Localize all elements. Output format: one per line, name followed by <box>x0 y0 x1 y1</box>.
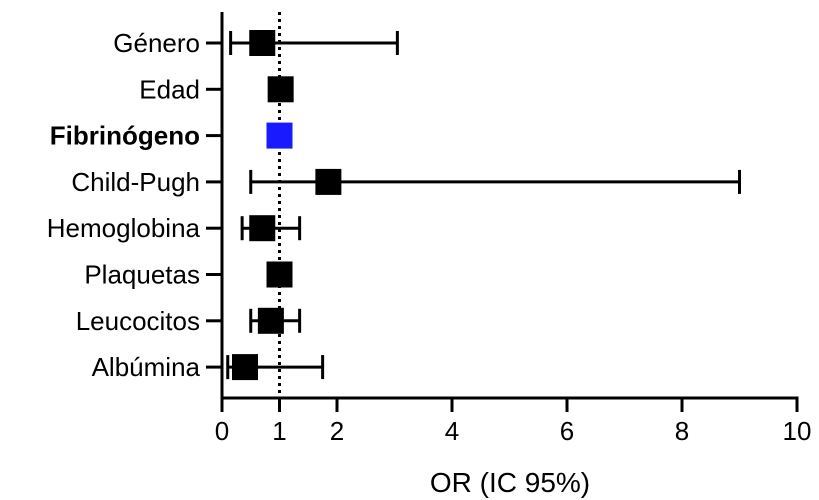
category-label: Albúmina <box>92 352 201 382</box>
category-label: Child-Pugh <box>71 167 200 197</box>
or-marker <box>266 261 293 288</box>
category-label: Edad <box>139 74 200 104</box>
x-tick-label: 8 <box>675 416 689 446</box>
or-marker <box>249 215 276 242</box>
or-marker <box>257 307 284 334</box>
category-label: Fibrinógeno <box>50 121 200 151</box>
plot-area: 0 1 2 4 6 8 10 Género Edad Fibrinógeno Child-Pugh H… <box>47 12 812 446</box>
category-label: Hemoglobina <box>47 213 201 243</box>
x-tick-label: 2 <box>330 416 344 446</box>
category-label: Género <box>113 28 200 58</box>
x-tick-label: 1 <box>272 416 286 446</box>
category-label: Plaquetas <box>84 260 200 290</box>
or-marker <box>315 168 342 195</box>
category-label: Leucocitos <box>76 306 200 336</box>
or-marker <box>249 30 276 56</box>
x-axis-title: OR (IC 95%) <box>430 467 590 498</box>
x-tick-label: 10 <box>783 416 812 446</box>
x-tick-label: 4 <box>445 416 459 446</box>
or-marker <box>232 354 258 381</box>
or-marker <box>266 122 293 149</box>
x-tick-label: 0 <box>215 416 229 446</box>
x-tick-label: 6 <box>560 416 574 446</box>
or-marker <box>267 76 294 103</box>
